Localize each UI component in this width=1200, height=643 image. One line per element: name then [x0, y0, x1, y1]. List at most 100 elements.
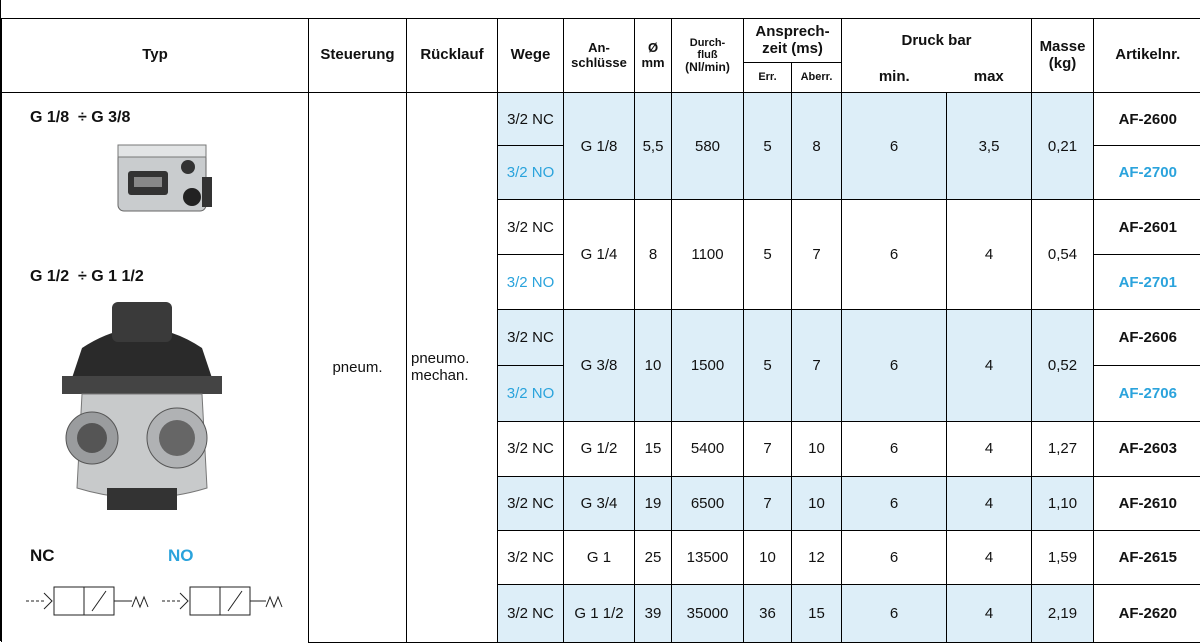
artikel-cell: AF-2615	[1094, 530, 1200, 584]
max-cell: 4	[947, 200, 1032, 310]
flow-cell: 580	[672, 93, 744, 200]
aberr-cell: 12	[792, 530, 842, 584]
d-cell: 39	[635, 584, 672, 642]
artikel-cell: AF-2603	[1094, 421, 1200, 476]
anschluss-cell: G 1	[564, 530, 635, 584]
wege-cell: 3/2 NO	[498, 255, 564, 310]
header-ruecklauf: Rücklauf	[407, 19, 498, 93]
wege-cell: 3/2 NC	[498, 476, 564, 530]
aberr-cell: 7	[792, 310, 842, 421]
masse-cell: 0,21	[1032, 93, 1094, 200]
line: Ansprech-	[744, 24, 841, 41]
wege-cell: 3/2 NO	[498, 146, 564, 200]
anschluss-cell: G 1/4	[564, 200, 635, 310]
header-steuerung: Steuerung	[309, 19, 407, 93]
wege-cell: 3/2 NC	[498, 93, 564, 146]
wege-cell: 3/2 NC	[498, 310, 564, 365]
d-cell: 25	[635, 530, 672, 584]
aberr-cell: 15	[792, 584, 842, 642]
header-max: max	[947, 63, 1032, 93]
size-range: G 1/8 ÷ G 3/8	[30, 109, 130, 127]
max-cell: 4	[947, 310, 1032, 421]
err-cell: 36	[744, 584, 792, 642]
type-panel: G 1/8 ÷ G 3/8 G 1/2 ÷ G 1 1/2 NC NO	[2, 93, 308, 642]
masse-cell: 0,52	[1032, 310, 1094, 421]
header-masse: Masse(kg)	[1032, 19, 1094, 93]
max-cell: 4	[947, 421, 1032, 476]
anschluss-cell: G 1/2	[564, 421, 635, 476]
nc-label: NC	[30, 546, 55, 566]
flow-cell: 1100	[672, 200, 744, 310]
min-cell: 6	[842, 476, 947, 530]
ruecklauf-cell: pneumo.mechan.	[407, 93, 498, 643]
header-ansprechzeit: Ansprech-zeit (ms)	[744, 19, 842, 63]
d-cell: 10	[635, 310, 672, 421]
wege-cell: 3/2 NC	[498, 530, 564, 584]
max-cell: 3,5	[947, 93, 1032, 200]
header-min: min.	[842, 63, 947, 93]
header-anschluesse: An-schlüsse	[564, 19, 635, 93]
artikel-cell: AF-2601	[1094, 200, 1200, 255]
header-wege: Wege	[498, 19, 564, 93]
min-cell: 6	[842, 310, 947, 421]
max-cell: 4	[947, 584, 1032, 642]
product-table: Typ Steuerung Rücklauf Wege An-schlüsse …	[1, 18, 1200, 643]
header-aberr: Aberr.	[792, 63, 842, 93]
d-cell: 19	[635, 476, 672, 530]
artikel-cell: AF-2606	[1094, 310, 1200, 365]
line: zeit (ms)	[744, 41, 841, 58]
steuerung-cell: pneum.	[309, 93, 407, 643]
type-cell: G 1/8 ÷ G 3/8 G 1/2 ÷ G 1 1/2 NC NO	[2, 93, 309, 643]
artikel-cell: AF-2600	[1094, 93, 1200, 146]
anschluss-cell: G 3/8	[564, 310, 635, 421]
line: Ø	[635, 41, 671, 55]
line: Masse	[1032, 39, 1093, 56]
line: An-	[564, 41, 634, 55]
size-range: G 1/2 ÷ G 1 1/2	[30, 268, 144, 286]
max-cell: 4	[947, 476, 1032, 530]
err-cell: 7	[744, 476, 792, 530]
aberr-cell: 10	[792, 476, 842, 530]
d-cell: 15	[635, 421, 672, 476]
err-cell: 5	[744, 93, 792, 200]
wege-cell: 3/2 NO	[498, 365, 564, 421]
header-typ: Typ	[2, 19, 309, 93]
flow-cell: 6500	[672, 476, 744, 530]
anschluss-cell: G 1 1/2	[564, 584, 635, 642]
line: mechan.	[411, 367, 497, 384]
line: Durch-	[672, 37, 743, 49]
valve-image-large	[42, 288, 242, 528]
anschluss-cell: G 1/8	[564, 93, 635, 200]
no-label: NO	[168, 546, 194, 566]
header-durchfluss: Durch-fluß(Nl/min)	[672, 19, 744, 93]
min-cell: 6	[842, 421, 947, 476]
line: (Nl/min)	[672, 61, 743, 74]
masse-cell: 1,59	[1032, 530, 1094, 584]
line: pneumo.	[411, 350, 497, 367]
artikel-cell: AF-2620	[1094, 584, 1200, 642]
page: Typ Steuerung Rücklauf Wege An-schlüsse …	[0, 0, 1200, 641]
header-err: Err.	[744, 63, 792, 93]
artikel-cell: AF-2700	[1094, 146, 1200, 200]
err-cell: 5	[744, 200, 792, 310]
aberr-cell: 7	[792, 200, 842, 310]
masse-cell: 1,10	[1032, 476, 1094, 530]
line: (kg)	[1032, 56, 1093, 73]
flow-cell: 35000	[672, 584, 744, 642]
wege-cell: 3/2 NC	[498, 584, 564, 642]
anschluss-cell: G 3/4	[564, 476, 635, 530]
err-cell: 7	[744, 421, 792, 476]
wege-cell: 3/2 NC	[498, 200, 564, 255]
err-cell: 10	[744, 530, 792, 584]
aberr-cell: 10	[792, 421, 842, 476]
flow-cell: 1500	[672, 310, 744, 421]
masse-cell: 1,27	[1032, 421, 1094, 476]
aberr-cell: 8	[792, 93, 842, 200]
artikel-cell: AF-2701	[1094, 255, 1200, 310]
max-cell: 4	[947, 530, 1032, 584]
artikel-cell: AF-2610	[1094, 476, 1200, 530]
artikel-cell: AF-2706	[1094, 365, 1200, 421]
table-row: G 1/8 ÷ G 3/8 G 1/2 ÷ G 1 1/2 NC NO pneu…	[2, 93, 1200, 146]
header-artikel: Artikelnr.	[1094, 19, 1200, 93]
